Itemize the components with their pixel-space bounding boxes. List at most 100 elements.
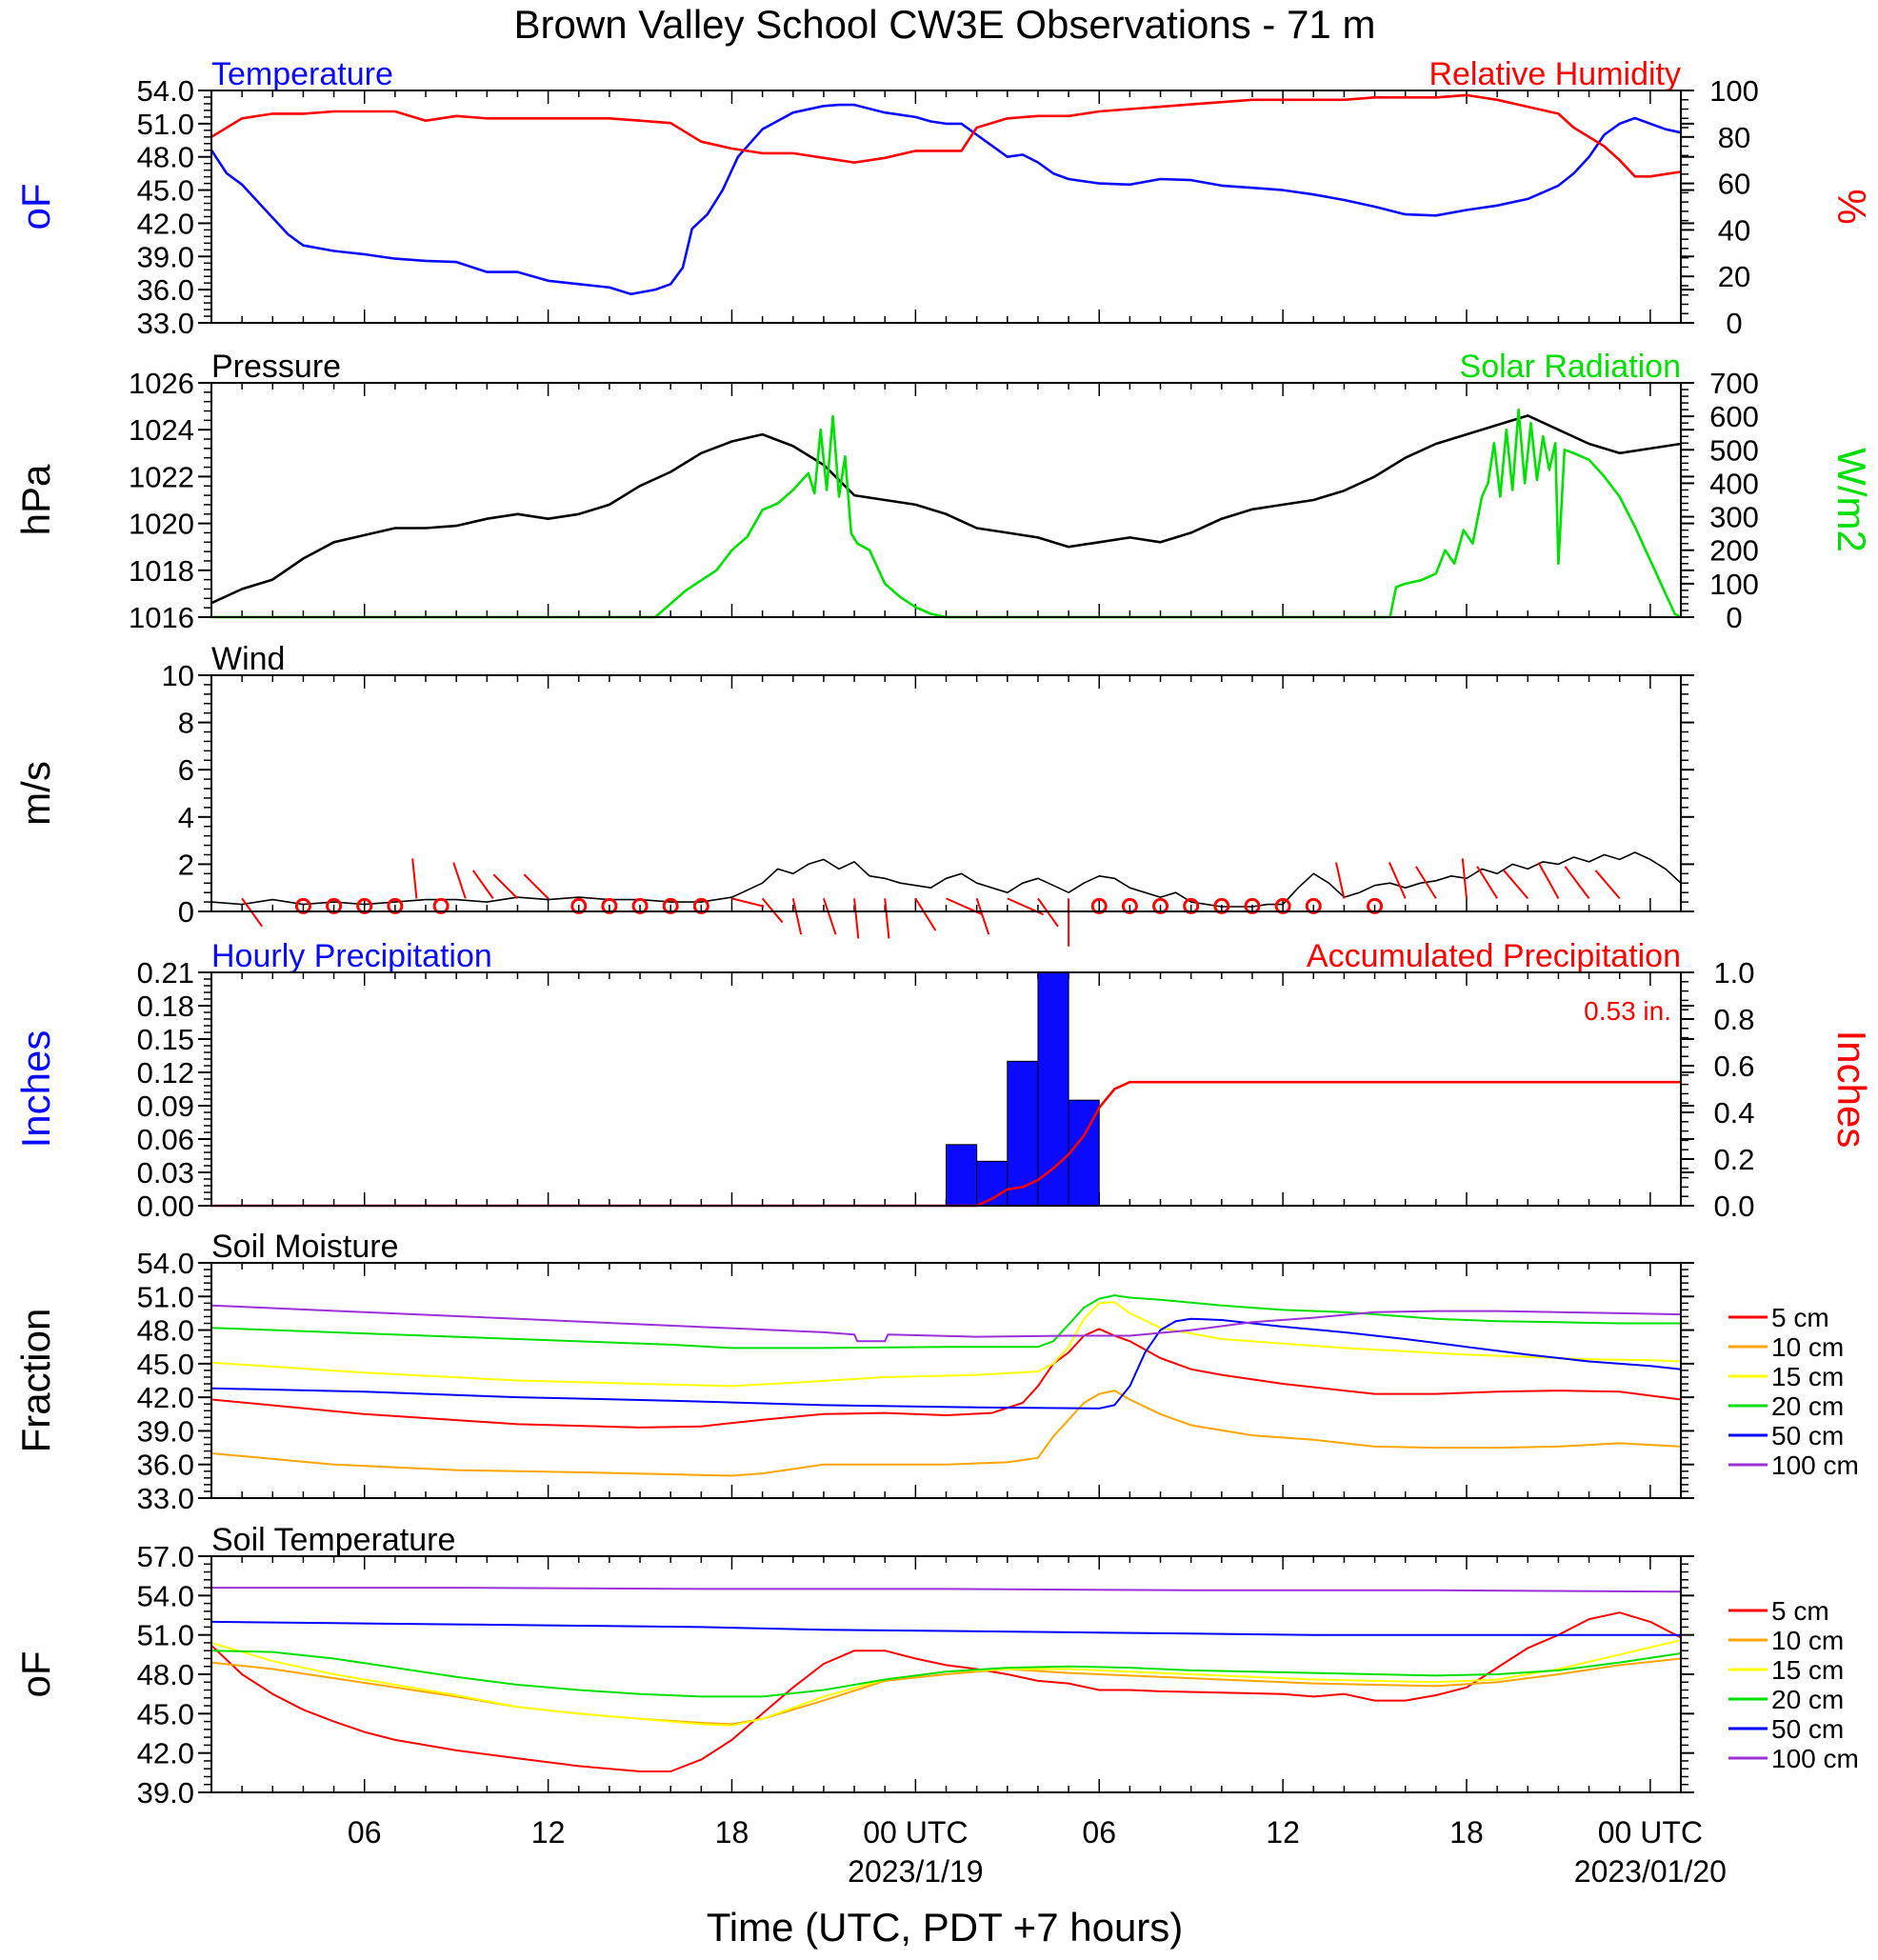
series-line-100-cm <box>210 1304 1682 1343</box>
y-tick-label-right: 200 <box>1709 534 1759 568</box>
y-tick-label-left: 36.0 <box>137 1449 194 1482</box>
y-tick-label-right: 0.8 <box>1713 1003 1754 1036</box>
y-tick-label-left: 54.0 <box>137 1247 194 1280</box>
wind-calm-circle-2 <box>326 897 343 914</box>
y-axis-label-left: m/s <box>13 761 58 826</box>
y-tick-label-left: 2 <box>178 848 194 881</box>
y-tick-label-left: 45.0 <box>137 1697 194 1730</box>
y-tick-label-left: 1022 <box>129 460 194 493</box>
series-line-accumulated-precipitation <box>211 1080 1681 1208</box>
x-date-label: 2023/1/19 <box>848 1854 983 1889</box>
y-tick-label-left: 48.0 <box>137 1658 194 1691</box>
y-tick-label-left: 39.0 <box>137 1414 194 1448</box>
wind-calm-circle-31 <box>1183 897 1200 914</box>
wind-barb-16 <box>731 897 765 908</box>
legend-label-2: 15 cm <box>1771 1362 1844 1391</box>
wind-calm-circle-37 <box>1367 897 1384 914</box>
series-line-10-cm <box>210 1390 1682 1477</box>
x-tick-label: 06 <box>1082 1815 1116 1850</box>
y-tick-label-right: 500 <box>1709 433 1759 467</box>
y-tick-label-left: 54.0 <box>137 74 194 108</box>
wind-barb-39 <box>1414 866 1437 899</box>
figure-title: Brown Valley School CW3E Observations - … <box>514 2 1376 47</box>
precip-bar-2 <box>1007 1060 1039 1207</box>
y-tick-label-left: 42.0 <box>137 1737 194 1770</box>
wind-calm-circle-35 <box>1305 897 1322 914</box>
y-tick-label-left: 51.0 <box>137 108 194 141</box>
wind-barb-22 <box>914 897 937 931</box>
panel-title-left: Wind <box>211 641 285 677</box>
wind-barb-38 <box>1388 862 1407 899</box>
y-tick-label-left: 0 <box>178 895 194 929</box>
wind-calm-circle-6 <box>432 897 450 914</box>
legend-label-3: 20 cm <box>1771 1685 1844 1714</box>
series-line-20-cm <box>210 1294 1681 1350</box>
legend-label-1: 10 cm <box>1771 1626 1844 1655</box>
y-tick-label-right: 0.0 <box>1713 1190 1754 1223</box>
panel-title-left: Pressure <box>211 349 341 385</box>
y-axis-label-left: oF <box>13 1650 58 1697</box>
wind-barb-5 <box>411 858 418 899</box>
y-tick-label-right: 300 <box>1709 501 1759 534</box>
y-tick-label-right: 100 <box>1709 74 1759 108</box>
series-line-50-cm <box>210 1317 1682 1410</box>
y-tick-label-left: 39.0 <box>137 1776 194 1810</box>
wind-calm-circle-28 <box>1090 897 1108 914</box>
legend-label-5: 100 cm <box>1771 1450 1859 1480</box>
y-tick-label-right: 0 <box>1726 601 1742 634</box>
y-tick-label-right: 0.2 <box>1713 1143 1754 1176</box>
y-tick-label-left: 4 <box>178 801 194 834</box>
y-tick-label-left: 0.09 <box>137 1090 194 1123</box>
precip-bar-0 <box>946 1144 978 1207</box>
y-tick-label-left: 48.0 <box>137 141 194 174</box>
x-tick-label: 12 <box>1266 1815 1300 1850</box>
y-tick-label-left: 0.15 <box>137 1023 194 1056</box>
legend-label-4: 50 cm <box>1771 1421 1844 1450</box>
wind-barb-7 <box>452 862 467 899</box>
y-tick-label-left: 51.0 <box>137 1619 194 1652</box>
panel-frame <box>210 382 1682 618</box>
y-tick-label-right: 0 <box>1726 307 1742 340</box>
y-tick-label-right: 60 <box>1718 168 1750 201</box>
wind-calm-circle-3 <box>356 897 373 914</box>
series-line-20-cm <box>210 1650 1682 1698</box>
wind-calm-circle-32 <box>1213 897 1230 914</box>
y-tick-label-left: 36.0 <box>137 273 194 307</box>
panel-soil_temp: 39.0 42.0 45.0 48.0 51.0 54.0 57.0 Soil Tempera… <box>13 1522 1859 1810</box>
wind-calm-circle-14 <box>662 897 679 914</box>
y-tick-label-right: 600 <box>1709 400 1759 433</box>
y-tick-label-left: 6 <box>178 753 194 787</box>
x-axis-label: Time (UTC, PDT +7 hours) <box>707 1905 1184 1950</box>
y-tick-label-left: 57.0 <box>137 1540 194 1573</box>
panel-title-right: Relative Humidity <box>1428 56 1681 92</box>
panel-title-left: Temperature <box>211 56 393 92</box>
y-tick-label-right: 400 <box>1709 467 1759 500</box>
wind-barb-41 <box>1476 866 1498 899</box>
y-tick-label-left: 42.0 <box>137 207 194 240</box>
wind-barb-17 <box>761 897 784 924</box>
y-tick-label-left: 0.21 <box>137 956 194 990</box>
wind-barb-8 <box>471 870 494 899</box>
y-tick-label-left: 0.12 <box>137 1056 194 1090</box>
y-axis-label-right: Inches <box>1829 1030 1874 1149</box>
y-tick-label-left: 51.0 <box>137 1280 194 1313</box>
panel-wind: 0 2 4 6 8 10 Wind m/s <box>13 641 1694 947</box>
wind-barb-26 <box>1037 897 1059 928</box>
x-tick-label: 18 <box>715 1815 749 1850</box>
wind-barb-9 <box>492 873 519 900</box>
wind-barb-42 <box>1503 870 1529 900</box>
y-axis-label-right: % <box>1829 189 1874 224</box>
panel-title-right: Accumulated Precipitation <box>1307 938 1681 974</box>
y-tick-label-left: 45.0 <box>137 174 194 208</box>
wind-barb-20 <box>853 898 860 939</box>
y-tick-label-left: 1020 <box>129 508 194 541</box>
wind-barb-19 <box>822 898 837 935</box>
y-axis-label-left: oF <box>13 183 58 230</box>
y-tick-label-left: 54.0 <box>137 1579 194 1612</box>
legend-label-0: 5 cm <box>1771 1596 1829 1626</box>
y-tick-label-left: 39.0 <box>137 240 194 273</box>
y-tick-label-left: 0.18 <box>137 990 194 1023</box>
y-tick-label-left: 10 <box>162 659 194 692</box>
x-tick-label: 00 UTC <box>863 1815 968 1850</box>
series-line-100-cm <box>211 1587 1682 1593</box>
